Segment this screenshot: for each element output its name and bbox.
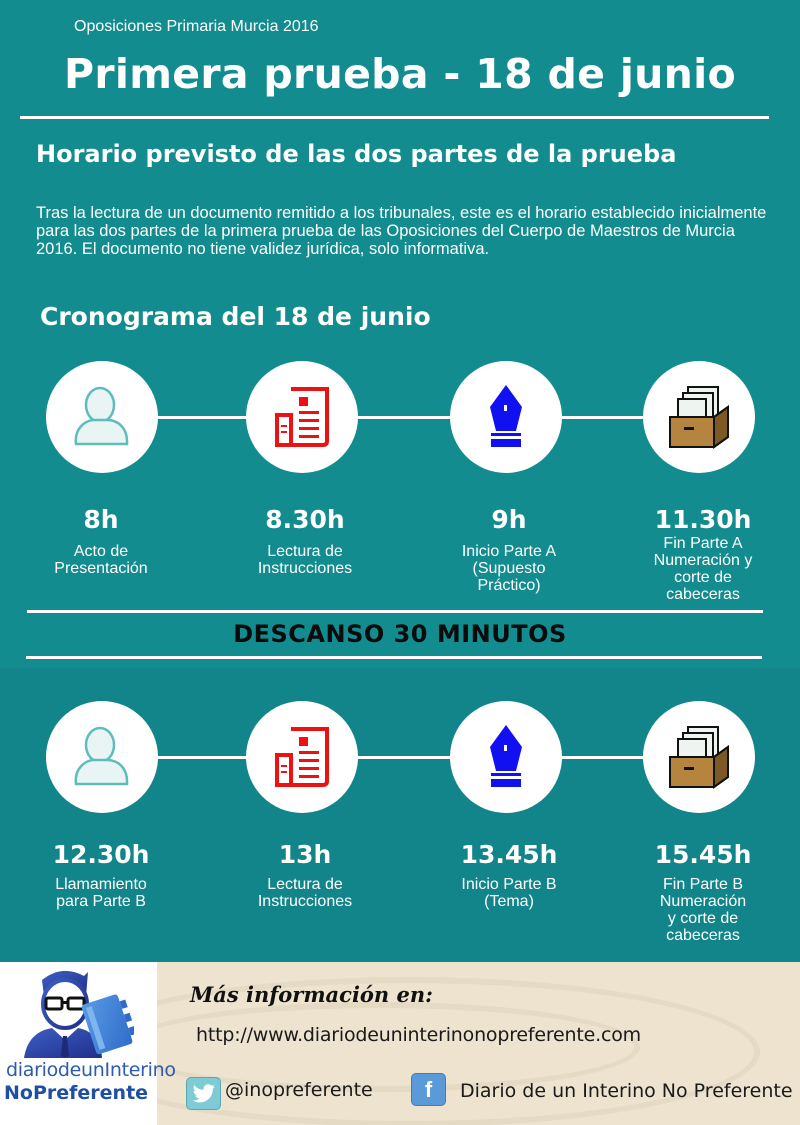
step-desc-b4: Fin Parte B Numeración y corte de cabece… [613, 876, 793, 944]
break-label: DESCANSO 30 MINUTOS [233, 620, 567, 648]
step-time-a1: 8h [83, 505, 119, 534]
cronograma-title: Cronograma del 18 de junio [40, 302, 431, 331]
document-icon [275, 727, 329, 787]
desc-line: cabeceras [666, 927, 740, 944]
step-circle-a3 [450, 361, 562, 473]
step-desc-b1: Llamamiento para Parte B [11, 876, 191, 910]
twitter-icon[interactable] [186, 1077, 221, 1110]
desc-line: Lectura de [267, 543, 343, 560]
file-box-icon [669, 386, 729, 449]
teacher-mascot-icon [24, 970, 134, 1058]
step-time-a3: 9h [491, 505, 527, 534]
desc-line: y corte de [667, 910, 739, 927]
step-desc-a3: Inicio Parte A (Supuesto Práctico) [419, 543, 599, 594]
supertitle: Oposiciones Primaria Murcia 2016 [74, 18, 319, 35]
step-desc-a1: Acto de Presentación [11, 543, 191, 577]
step-circle-b3 [450, 701, 562, 813]
header-divider [20, 116, 769, 119]
desc-line: (Supuesto [472, 560, 546, 577]
desc-line: Lectura de [267, 876, 343, 893]
step-circle-b1 [46, 701, 158, 813]
desc-line: Acto de [73, 543, 129, 560]
step-circle-a1 [46, 361, 158, 473]
person-icon [74, 726, 129, 786]
step-time-b1: 12.30h [52, 840, 150, 869]
step-desc-b3: Inicio Parte B (Tema) [419, 876, 599, 910]
step-desc-a2: Lectura de Instrucciones [215, 543, 395, 577]
step-circle-a4 [643, 361, 755, 473]
step-desc-a4: Fin Parte A Numeración y corte de cabece… [613, 535, 793, 603]
desc-line: Llamamiento [55, 876, 147, 893]
desc-line: Inicio Parte B [461, 876, 557, 893]
blog-logo[interactable] [0, 962, 157, 1125]
logo-text-line1: diariodeunInterino [6, 1059, 176, 1081]
intro-paragraph: Tras la lectura de un documento remitido… [36, 204, 767, 258]
document-icon [275, 387, 329, 447]
step-time-a4: 11.30h [654, 505, 752, 534]
person-icon [74, 386, 129, 446]
desc-line: cabeceras [666, 586, 740, 603]
page-title: Primera prueba - 18 de junio [64, 50, 736, 98]
step-time-b2: 13h [278, 840, 332, 869]
break-divider-top [27, 610, 763, 613]
step-circle-b2 [246, 701, 358, 813]
logo-text-line2: NoPreferente [4, 1082, 149, 1104]
facebook-f-glyph: f [424, 1076, 433, 1102]
desc-line: Fin Parte B [662, 876, 744, 893]
step-circle-b4 [643, 701, 755, 813]
more-info-label: Más información en: [190, 982, 433, 1007]
facebook-icon[interactable]: f [411, 1073, 446, 1106]
file-box-icon [669, 726, 729, 789]
desc-line: para Parte B [56, 893, 146, 910]
step-desc-b2: Lectura de Instrucciones [215, 876, 395, 910]
facebook-page-link[interactable]: Diario de un Interino No Preferente [460, 1080, 793, 1102]
timeline-connector-a [100, 416, 700, 419]
desc-line: Fin Parte A [663, 535, 743, 552]
header-band [0, 0, 800, 668]
desc-line: Instrucciones [257, 893, 353, 910]
pen-nib-icon [490, 725, 522, 787]
desc-line: Presentación [54, 560, 148, 577]
twitter-bird-icon [192, 1083, 215, 1102]
desc-line: corte de [674, 569, 732, 586]
timeline-connector-b [100, 756, 700, 759]
pen-nib-icon [490, 385, 522, 447]
step-time-a2: 8.30h [265, 505, 345, 534]
step-time-b3: 13.45h [460, 840, 558, 869]
desc-line: Inicio Parte A [461, 543, 557, 560]
section-subtitle: Horario previsto de las dos partes de la… [36, 140, 677, 168]
blog-url-link[interactable]: http://www.diariodeuninterinonopreferent… [196, 1024, 641, 1046]
desc-line: Numeración [659, 893, 747, 910]
step-circle-a2 [246, 361, 358, 473]
twitter-handle-link[interactable]: @inopreferente [225, 1079, 373, 1101]
desc-line: (Tema) [484, 893, 534, 910]
desc-line: Instrucciones [257, 560, 353, 577]
desc-line: Numeración y [653, 552, 753, 569]
step-time-b4: 15.45h [654, 840, 752, 869]
desc-line: Práctico) [477, 577, 541, 594]
break-divider-bottom [26, 656, 762, 659]
